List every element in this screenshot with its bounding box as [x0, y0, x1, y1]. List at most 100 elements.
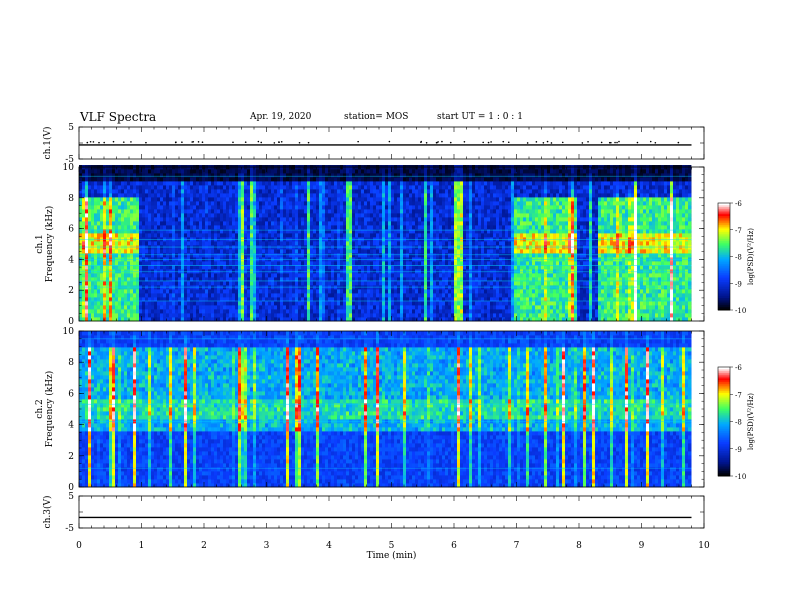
x-tick-label: 9	[639, 541, 645, 551]
x-tick-label: 6	[451, 541, 457, 551]
y-tick-label: 5	[68, 492, 74, 502]
colorbar-tick-label: -8	[735, 254, 742, 262]
waveform-spike	[420, 140, 423, 143]
waveform-spike	[244, 141, 247, 143]
y-tick-label: 4	[68, 255, 74, 265]
waveform-spike	[677, 141, 680, 144]
waveform-spike	[425, 141, 428, 144]
y-axis-label: ch.3(V)	[42, 496, 53, 529]
waveform-spike	[130, 141, 132, 143]
waveform-spike	[610, 141, 612, 144]
y-axis-label: ch.1(V)	[42, 127, 53, 160]
y-tick-label: 10	[63, 163, 75, 173]
colorbar-tick-label: -9	[735, 280, 742, 288]
header-date: Apr. 19, 2020	[250, 112, 312, 122]
x-tick-label: 5	[389, 541, 395, 551]
waveform-spike	[232, 141, 234, 144]
waveform-spike	[257, 140, 260, 143]
waveform-spike	[260, 141, 263, 144]
spectrogram	[79, 331, 692, 488]
colorbar-tick-label: -6	[735, 200, 742, 208]
waveform-spike	[278, 141, 280, 143]
waveform-spike	[435, 141, 438, 144]
x-tick-label: 3	[264, 541, 270, 551]
waveform-spike	[181, 141, 183, 143]
y-tick-label: 6	[68, 225, 74, 235]
x-tick-label: 2	[201, 541, 207, 551]
waveform-spike	[441, 140, 443, 143]
x-tick-label: 4	[326, 541, 332, 551]
waveform-spike	[581, 142, 584, 144]
header-title: VLF Spectra	[80, 110, 157, 124]
waveform-spike	[122, 141, 125, 143]
waveform-spike	[535, 141, 538, 143]
y-tick-label: -5	[65, 155, 74, 165]
waveform-spike	[307, 141, 310, 144]
waveform-spike	[357, 140, 359, 143]
y-tick-label: 10	[63, 327, 75, 337]
waveform-spike	[502, 140, 505, 143]
y-tick-label: 4	[68, 421, 74, 431]
colorbar-tick-label: -9	[735, 446, 742, 454]
waveform-spike	[550, 142, 553, 144]
waveform-spike	[197, 141, 200, 143]
x-axis-label: Time (min)	[367, 550, 417, 561]
x-tick-label: 7	[514, 541, 520, 551]
waveform-spike	[654, 141, 657, 144]
y-tick-label: 8	[68, 358, 74, 368]
waveform-spike	[487, 141, 490, 144]
waveform-spike	[192, 140, 195, 143]
y-axis-label: Frequency (kHz)	[44, 371, 55, 448]
colorbar-tick-label: -10	[735, 307, 746, 315]
waveform-spike	[92, 141, 95, 143]
y-tick-label: 0	[68, 317, 74, 327]
colorbar-tick-label: -10	[735, 473, 746, 481]
waveform-spike	[437, 141, 439, 143]
x-tick-label: 0	[76, 541, 82, 551]
waveform-spike	[649, 140, 652, 143]
waveform-spike	[103, 141, 105, 144]
waveform-spike	[636, 141, 639, 144]
waveform-spike	[618, 140, 620, 143]
header-station: station= MOS	[344, 112, 409, 122]
y-tick-label: 2	[68, 286, 74, 296]
waveform-spike	[616, 141, 618, 144]
waveform-spike	[614, 141, 616, 144]
x-tick-label: 8	[576, 541, 582, 551]
colorbar-tick-label: -8	[735, 419, 742, 427]
waveform-spike	[273, 142, 276, 144]
waveform-spike	[526, 142, 529, 144]
header-start-time: start UT = 1 : 0 : 1	[437, 112, 523, 122]
waveform-spike	[89, 140, 92, 143]
colorbar-tick-label: -7	[735, 391, 742, 399]
spectrogram	[79, 165, 692, 322]
waveform-spike	[145, 141, 147, 144]
waveform-spike	[280, 141, 283, 143]
waveform-spike	[175, 141, 177, 143]
y-tick-label: 8	[68, 194, 74, 204]
y-axis-channel-label: ch.1	[35, 234, 45, 253]
y-axis-channel-label: ch.2	[35, 399, 45, 418]
waveform-spike	[587, 141, 589, 143]
waveform-spike	[298, 141, 301, 144]
y-tick-label: 2	[68, 452, 74, 462]
waveform-spike	[542, 142, 545, 144]
y-tick-label: 5	[68, 123, 74, 133]
x-tick-label: 1	[139, 541, 145, 551]
waveform-spike	[449, 141, 452, 144]
waveform-spike	[600, 141, 603, 144]
y-tick-label: -5	[65, 524, 74, 534]
waveform-spike	[463, 140, 466, 143]
y-axis-label: Frequency (kHz)	[44, 206, 55, 283]
x-tick-label: 10	[698, 541, 710, 551]
y-tick-label: 0	[68, 483, 74, 493]
waveform-spike	[490, 141, 492, 143]
waveform-spike	[98, 141, 100, 144]
waveform-spike	[112, 140, 115, 143]
colorbar-tick-label: -7	[735, 227, 742, 235]
colorbar-tick-label: -6	[735, 364, 742, 372]
waveform-spike	[561, 141, 564, 144]
colorbar-label: log(PSD)(V²/Hz)	[747, 228, 755, 285]
waveform-spike	[507, 141, 510, 144]
